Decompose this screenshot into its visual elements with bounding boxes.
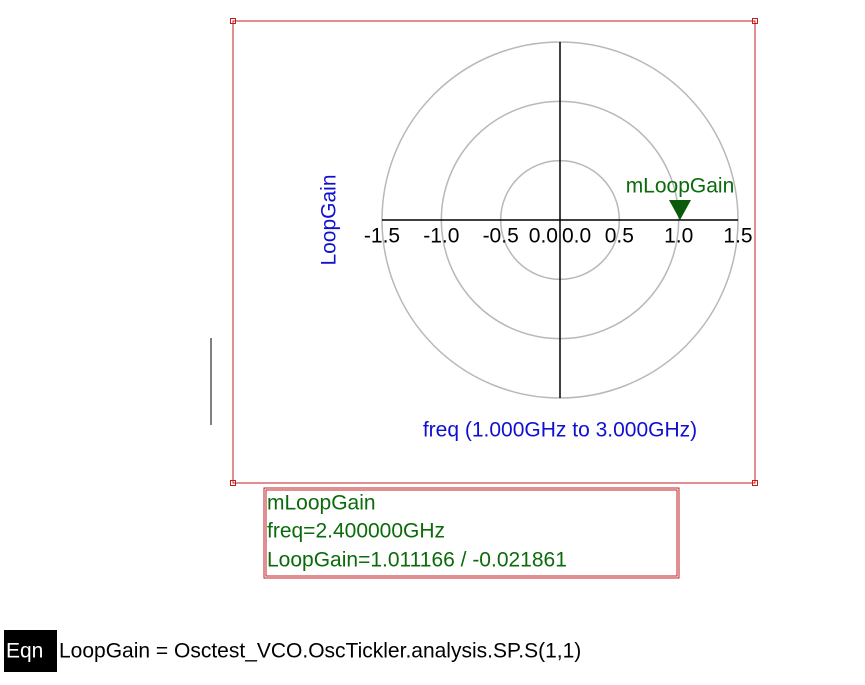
frame-handles bbox=[230, 18, 758, 486]
x-tick-label: 0.5 bbox=[605, 225, 634, 248]
marker-readout: LoopGain=1.011166 / -0.021861 bbox=[267, 549, 567, 572]
eqn-tag-bg bbox=[4, 630, 57, 672]
x-tick-label: -1.5 bbox=[364, 225, 400, 248]
eqn-tag: Eqn bbox=[6, 640, 43, 663]
marker-label: mLoopGain bbox=[626, 175, 735, 198]
plot-frame bbox=[232, 20, 756, 484]
x-tick-label: 1.0 bbox=[664, 225, 693, 248]
x-tick-label: 0.0 bbox=[562, 225, 591, 248]
marker-box-outer bbox=[263, 487, 680, 579]
x-tick-label: -0.5 bbox=[483, 225, 519, 248]
y-axis-label: LoopGain bbox=[318, 174, 341, 265]
x-axis-label: freq (1.000GHz to 3.000GHz) bbox=[423, 419, 697, 442]
marker-box-inner bbox=[265, 489, 678, 577]
x-tick-label: 1.5 bbox=[723, 225, 752, 248]
marker-readout: freq=2.400000GHz bbox=[267, 520, 445, 543]
equation: LoopGain = Osctest_VCO.OscTickler.analys… bbox=[59, 640, 581, 663]
marker bbox=[668, 200, 691, 221]
marker-readout: mLoopGain bbox=[267, 492, 376, 515]
x-tick-label: 0.0 bbox=[529, 225, 558, 248]
x-tick-label: -1.0 bbox=[423, 225, 459, 248]
